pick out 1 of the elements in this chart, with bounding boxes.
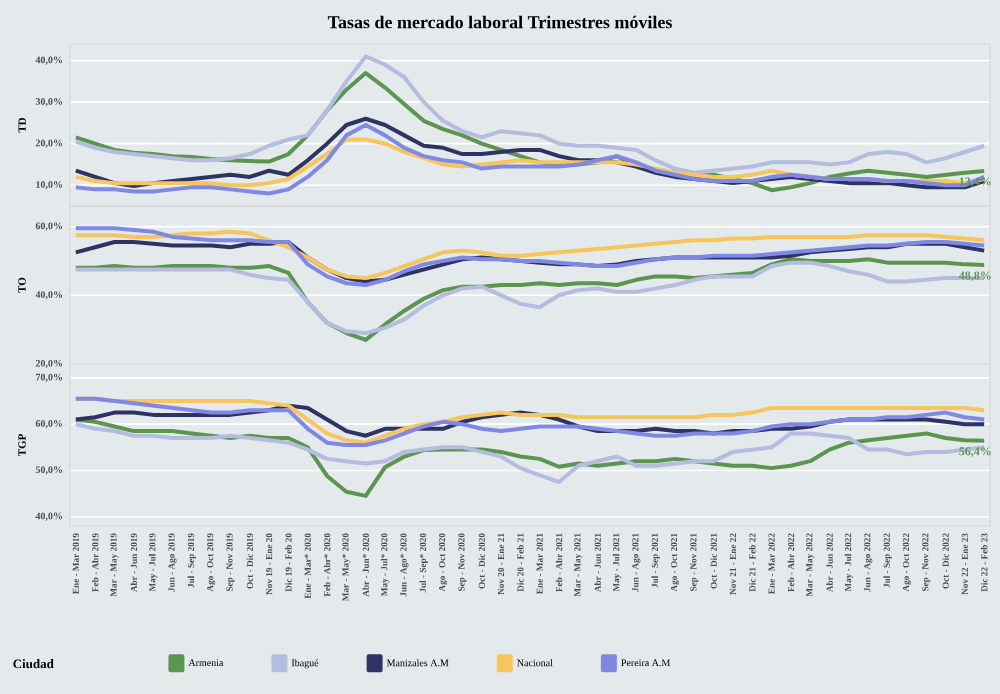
chart-title: Tasas de mercado laboral Trimestres móviles xyxy=(327,15,672,29)
